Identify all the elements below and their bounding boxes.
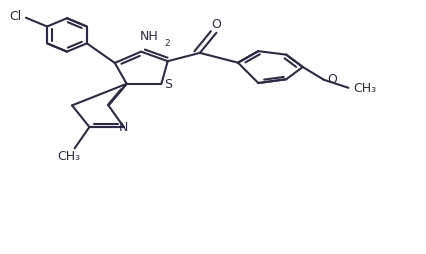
Text: CH₃: CH₃ [58,150,81,163]
Text: N: N [119,121,128,134]
Text: O: O [211,18,222,31]
Text: 2: 2 [165,39,170,47]
Text: Cl: Cl [9,10,21,23]
Text: O: O [327,73,337,86]
Text: S: S [164,78,172,91]
Text: CH₃: CH₃ [354,82,377,95]
Text: NH: NH [140,29,159,43]
